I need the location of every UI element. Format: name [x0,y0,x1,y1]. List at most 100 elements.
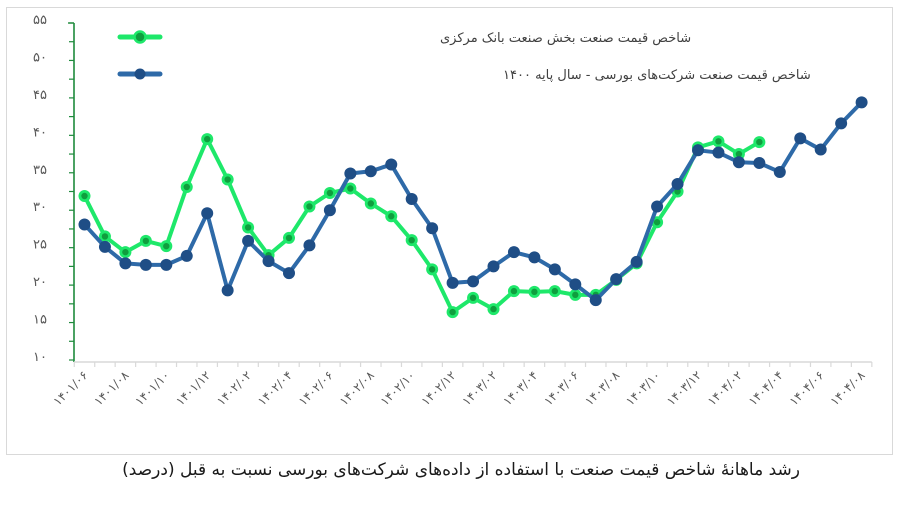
data-point-core [224,176,231,183]
data-point-core [490,305,497,313]
data-point [651,200,664,213]
data-point-core [428,266,436,273]
y-tick-label: ۱۵ [33,313,47,328]
y-tick-label: ۵۰ [33,50,47,65]
data-point [630,255,643,268]
x-tick-label: ۱۴۰۳/۱۰ [623,368,663,408]
y-tick-label: ۱۰ [33,350,47,365]
data-point [78,218,91,231]
data-point [283,267,295,280]
series-layer [78,96,868,319]
data-point [201,207,214,220]
data-point [405,192,418,205]
data-point [835,117,848,130]
data-point [426,222,439,235]
data-point [323,204,336,217]
x-tick-label: ۱۴۰۲/۰۴ [255,368,295,408]
data-point [98,240,111,253]
chart-frame [6,7,893,455]
data-point [446,276,459,289]
data-point-core [531,288,538,296]
x-tick-label: ۱۴۰۳/۰۲ [460,368,500,408]
data-point-core [449,308,456,316]
series-line [82,137,762,315]
data-point-core [551,287,559,295]
data-point [467,275,480,288]
data-point [364,165,377,178]
legend-marker-blue-icon [134,68,146,80]
data-point [732,156,745,169]
data-point [692,144,704,157]
legend-label-central-bank: شاخص قیمت صنعت بخش صنعت بانک مرکزی [440,31,691,46]
data-point-core [163,242,170,250]
y-tick-label: ۴۵ [33,88,47,103]
data-point-core [408,236,415,244]
data-point-core [142,237,150,245]
data-point [773,166,786,179]
data-point [814,143,827,156]
x-tick-label: ۱۴۰۴/۰۲ [705,368,745,408]
data-point-core [572,291,579,299]
x-tick-label: ۱۴۰۴/۰۶ [787,368,827,408]
data-point-core [674,188,681,195]
chart-caption: رشد ماهانهٔ شاخص قیمت صنعت با استفاده از… [122,460,800,480]
data-point [753,157,766,170]
data-point [180,249,193,262]
series-line [82,100,864,303]
data-point [671,178,684,191]
data-point [242,234,255,247]
legend: شاخص قیمت صنعت بخش صنعت بانک مرکزی شاخص … [117,30,811,83]
data-point-core [735,150,743,158]
x-tick-label: ۱۴۰۲/۱۰ [378,368,418,408]
y-tick-label: ۴۰ [33,125,47,140]
x-tick-label: ۱۴۰۲/۱۲ [419,368,459,408]
legend-label-stock-companies: شاخص قیمت صنعت شرکت‌های بورسی - سال پایه… [503,68,811,83]
legend-item-central-bank: شاخص قیمت صنعت بخش صنعت بانک مرکزی [117,30,691,46]
x-tick-label: ۱۴۰۲/۰۶ [296,368,336,408]
x-tick-label: ۱۴۰۱/۱۲ [173,368,213,408]
x-tick-label: ۱۴۰۱/۱۰ [132,368,172,408]
legend-marker-green-icon [133,30,147,44]
data-point [794,132,807,145]
y-tick-label: ۳۵ [33,163,47,178]
data-point-core [756,138,763,146]
x-tick-label: ۱۴۰۲/۰۸ [337,368,377,408]
x-axis: ۱۴۰۱/۰۶ ۱۴۰۱/۰۸ ۱۴۰۱/۱۰ ۱۴۰۱/۱۲ ۱۴۰۲/۰۲ ۱۴۰۲/… [51,361,873,408]
data-point [610,273,623,286]
data-point [507,246,520,259]
data-point-core [715,138,722,145]
x-tick-label: ۱۴۰۳/۰۸ [582,368,622,408]
data-point [712,146,725,159]
data-point [344,167,357,180]
data-point [487,260,500,273]
x-tick-label: ۱۴۰۲/۰۲ [214,368,254,408]
y-tick-label: ۲۰ [33,275,47,290]
data-point-core [204,135,211,143]
y-axis: ۱۰ ۱۵ ۲۰ ۲۵ ۳۰ ۳۵ ۴۰ ۴۵ ۵۰ ۵۵ [33,13,75,365]
data-point-core [326,189,334,197]
data-point [139,258,152,271]
x-tick-label: ۱۴۰۴/۰۸ [828,368,868,408]
x-tick-label: ۱۴۰۱/۰۶ [51,368,91,408]
data-point-core [367,200,374,207]
data-point-core [653,219,661,226]
data-point [589,294,602,307]
data-point-core [469,294,477,302]
data-point [385,158,398,171]
data-point [160,258,173,271]
data-point-core [510,287,518,295]
y-tick-label: ۵۵ [33,13,47,28]
x-tick-label: ۱۴۰۳/۰۴ [500,368,540,408]
x-tick-label: ۱۴۰۳/۱۲ [664,368,704,408]
data-point-core [244,224,252,231]
data-point-core [122,248,129,256]
y-tick-label: ۲۵ [33,238,47,253]
data-point [548,263,561,276]
data-point [855,96,868,109]
data-point-core [347,185,354,192]
series-stock-companies [78,96,868,307]
x-tick-label: ۱۴۰۴/۰۴ [746,368,786,408]
data-point [303,239,316,252]
legend-item-stock-companies: شاخص قیمت صنعت شرکت‌های بورسی - سال پایه… [117,68,811,83]
data-point-core [388,213,395,220]
